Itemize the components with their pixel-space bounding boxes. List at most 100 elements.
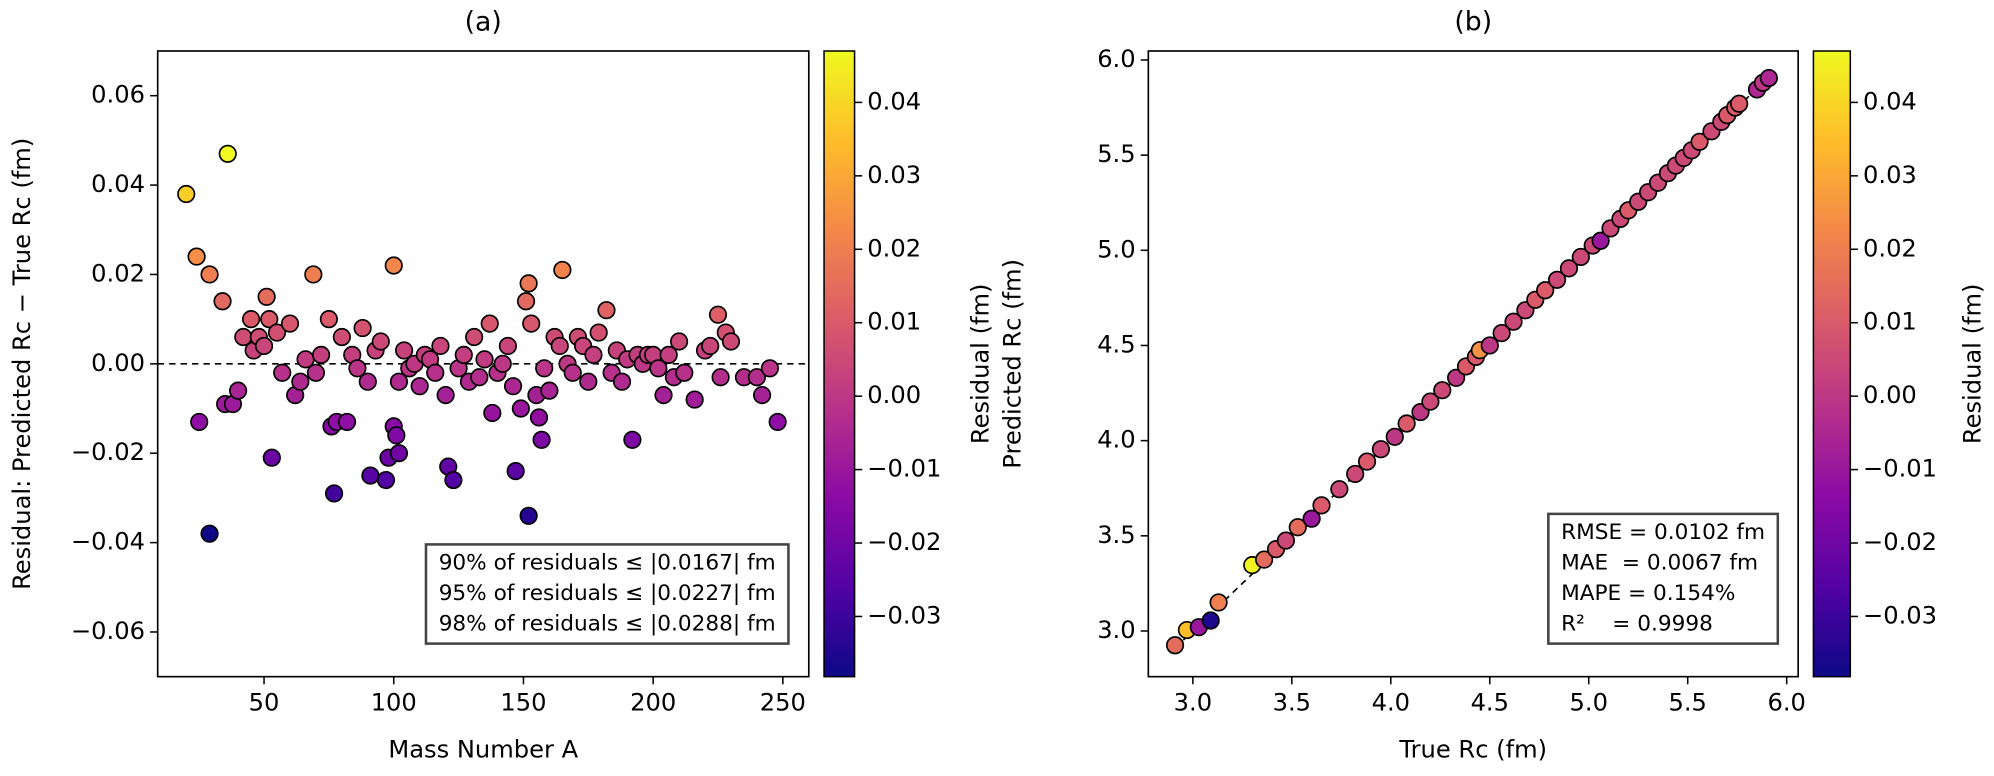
y-tick-label: −0.06 <box>71 617 145 645</box>
colorbar-tick-label: −0.02 <box>867 528 941 556</box>
data-point <box>1312 496 1331 515</box>
data-point <box>1433 381 1452 400</box>
data-point <box>304 265 323 284</box>
data-point <box>540 381 559 400</box>
annotation-text: 95% of residuals ≤ |0.0227| fm <box>439 581 776 606</box>
x-tick-label: 100 <box>371 688 417 716</box>
data-point <box>516 292 536 311</box>
data-point <box>1559 259 1579 278</box>
data-point <box>623 430 642 449</box>
data-point <box>1571 247 1590 267</box>
colorbar-tick-label: 0.00 <box>867 381 921 409</box>
colorbar-tick-label: 0.02 <box>867 234 921 262</box>
annotation-text: MAE = 0.0067 fm <box>1561 550 1758 575</box>
data-point <box>273 363 292 382</box>
data-point <box>747 368 767 387</box>
data-point <box>550 336 569 356</box>
data-point <box>213 292 232 311</box>
data-point <box>312 345 331 364</box>
colorbar-tick-label: 0.01 <box>867 308 921 336</box>
data-point <box>760 359 779 378</box>
data-point <box>532 430 551 449</box>
x-axis-label: Mass Number A <box>388 735 578 763</box>
x-axis-label: True Rc (fm) <box>1398 735 1547 763</box>
data-point <box>1288 518 1307 537</box>
data-point <box>389 444 409 463</box>
data-point <box>721 332 741 351</box>
data-point <box>1357 452 1377 471</box>
data-point <box>465 327 484 347</box>
data-point <box>376 470 396 490</box>
data-point <box>410 377 429 396</box>
data-point <box>353 318 372 338</box>
y-tick-label: 3.5 <box>1097 521 1135 549</box>
data-point <box>1759 68 1778 88</box>
data-point <box>1302 509 1321 528</box>
data-point <box>241 310 261 329</box>
data-point <box>1276 531 1295 550</box>
data-point <box>701 336 720 356</box>
y-tick-label: 0.04 <box>91 170 145 198</box>
colorbar-tick-label: −0.01 <box>867 455 941 483</box>
x-tick-label: 4.5 <box>1471 688 1509 716</box>
data-point <box>480 314 499 333</box>
data-point <box>454 345 473 364</box>
data-point <box>436 386 455 405</box>
data-point <box>711 368 730 387</box>
data-point <box>1690 132 1709 151</box>
y-tick-label: 5.0 <box>1097 235 1135 263</box>
annotation-text: MAPE = 0.154% <box>1561 581 1735 606</box>
x-tick-label: 150 <box>500 688 546 716</box>
colorbar-tick-label: 0.00 <box>1863 381 1917 409</box>
axes-frame <box>1147 50 1799 678</box>
data-point <box>187 247 206 266</box>
data-point <box>1255 550 1274 569</box>
y-tick-label: −0.02 <box>71 438 145 466</box>
x-tick-label: 4.0 <box>1372 688 1410 716</box>
data-point <box>1346 464 1365 484</box>
data-point <box>1504 312 1523 331</box>
data-point <box>1447 368 1466 387</box>
data-point <box>529 408 549 427</box>
colorbar-tick-label: −0.03 <box>867 601 941 629</box>
colorbar-tick-label: 0.04 <box>1863 87 1917 115</box>
data-point <box>753 386 772 405</box>
panel-title: (b) <box>1454 7 1492 38</box>
data-point <box>358 372 377 391</box>
data-point <box>511 399 530 418</box>
data-point <box>267 323 287 342</box>
x-tick-label: 250 <box>760 688 806 716</box>
panel-title: (a) <box>465 7 502 38</box>
x-tick-label: 6.0 <box>1767 688 1805 716</box>
data-point <box>493 354 512 373</box>
annotation-text: 90% of residuals ≤ |0.0167| fm <box>439 550 776 575</box>
data-point <box>579 372 598 391</box>
colorbar-tick-label: 0.04 <box>867 87 921 115</box>
data-point <box>535 359 554 378</box>
data-point <box>324 484 344 503</box>
data-point <box>1397 414 1416 433</box>
y-tick-label: 0.06 <box>91 81 145 109</box>
data-point <box>306 363 326 382</box>
data-point <box>361 466 380 485</box>
colorbar-tick-label: 0.01 <box>1863 308 1917 336</box>
data-point <box>319 310 338 329</box>
colorbar-label: Residual (fm) <box>1959 284 1987 445</box>
data-point <box>768 412 787 432</box>
data-point <box>1492 324 1511 343</box>
colorbar <box>823 50 856 678</box>
data-point <box>395 341 414 360</box>
data-point <box>262 448 281 467</box>
y-tick-label: 0.02 <box>91 259 145 287</box>
data-point <box>1480 336 1499 355</box>
data-point <box>200 265 219 284</box>
data-point <box>426 363 445 382</box>
data-point <box>200 524 219 543</box>
data-point <box>332 327 351 347</box>
y-tick-label: 5.5 <box>1097 140 1135 168</box>
data-point <box>597 301 616 320</box>
data-point <box>659 345 678 364</box>
colorbar-tick-label: −0.03 <box>1863 601 1937 629</box>
x-tick-label: 3.5 <box>1273 688 1311 716</box>
colorbar-tick-label: −0.02 <box>1863 528 1937 556</box>
